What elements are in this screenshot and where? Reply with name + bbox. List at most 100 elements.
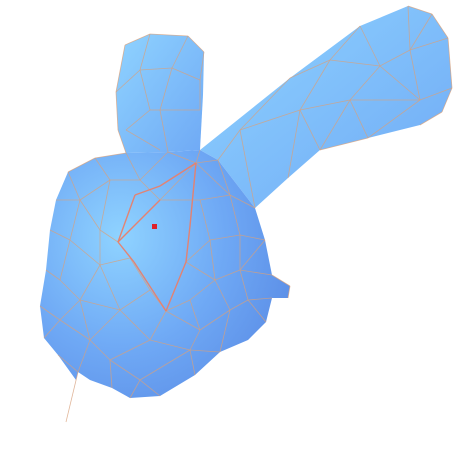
mesh-edge: [219, 309, 231, 353]
mesh-edge: [139, 69, 151, 111]
mesh-edge: [329, 25, 361, 61]
selected-edge: [117, 199, 161, 243]
mesh-edge: [271, 274, 291, 287]
mesh-edge: [187, 35, 205, 53]
mesh-edge: [125, 152, 141, 181]
mesh-edge: [185, 239, 211, 263]
mesh-edge: [109, 339, 151, 361]
mesh-edge: [65, 371, 79, 423]
mesh-edge: [199, 51, 205, 81]
mesh-edge: [69, 199, 81, 241]
mesh-edge: [319, 137, 369, 151]
mesh-edge: [289, 59, 331, 79]
mesh-edge: [217, 129, 241, 161]
mesh-edge: [115, 69, 141, 93]
mesh-edge: [119, 309, 151, 341]
mesh-surface: [40, 6, 452, 422]
mesh-edge: [229, 194, 256, 209]
mesh-edge: [214, 269, 241, 281]
mesh-edge: [125, 109, 151, 131]
mesh-edge: [119, 289, 151, 311]
mesh-edge: [349, 99, 369, 139]
mesh-edge: [79, 264, 101, 301]
mesh-edge: [117, 129, 127, 154]
mesh-edge: [409, 49, 421, 101]
selected-vertex-marker[interactable]: [152, 224, 157, 229]
mesh-edge: [167, 151, 197, 164]
mesh-edge: [59, 239, 71, 281]
mesh-edge: [94, 157, 111, 181]
mesh-edge: [99, 229, 119, 243]
mesh-edge: [149, 310, 167, 341]
mesh-edge: [89, 309, 121, 341]
mesh-edge: [209, 234, 241, 241]
mesh-edge: [139, 349, 191, 381]
mesh-edge: [99, 179, 111, 231]
mesh-edge: [57, 354, 79, 373]
mesh-edge: [299, 99, 351, 111]
selected-edge: [133, 261, 167, 312]
mesh-edge: [359, 25, 381, 67]
mesh-edge: [239, 239, 266, 271]
mesh-edge: [189, 329, 201, 351]
mesh-edge: [171, 35, 189, 69]
mesh-edge: [77, 339, 91, 373]
mesh-edge: [199, 309, 231, 331]
mesh-edge: [109, 359, 141, 381]
mesh-edge: [419, 87, 453, 101]
mesh-edge: [299, 109, 321, 151]
mesh-edge: [239, 269, 273, 276]
mesh-edge: [79, 179, 111, 201]
mesh-edge: [379, 49, 411, 67]
mesh-edge: [195, 159, 219, 164]
mesh-edge: [287, 285, 291, 299]
selected-edge: [189, 162, 197, 227]
mesh-edge: [214, 279, 231, 311]
mesh-edge: [447, 37, 453, 89]
mesh-edge: [239, 269, 249, 301]
mesh-edge: [367, 99, 421, 139]
mesh-edge: [139, 379, 161, 397]
mesh-edge: [69, 239, 101, 266]
mesh-edge: [59, 319, 91, 341]
mesh-edge: [239, 129, 256, 209]
mesh-edge: [239, 77, 291, 131]
mesh-edge: [115, 44, 126, 93]
mesh-edge: [195, 162, 231, 196]
mesh-edge: [39, 305, 61, 321]
mesh-edge: [171, 67, 201, 81]
mesh-edge: [287, 109, 301, 179]
mesh-edge: [189, 349, 221, 353]
mesh-edge: [189, 279, 216, 301]
mesh-edge: [189, 349, 196, 376]
mesh-edge: [319, 99, 351, 151]
mesh-edge: [199, 199, 211, 241]
mesh-edge: [49, 229, 71, 241]
mesh-edge: [239, 234, 266, 241]
mesh-edge: [59, 299, 81, 321]
mesh-edge: [299, 59, 331, 111]
selected-edge: [134, 185, 161, 196]
mesh-edge: [79, 199, 101, 231]
mesh-edge: [199, 194, 231, 201]
right-ear-surface: [200, 6, 452, 208]
mesh-edge: [239, 109, 301, 131]
mesh-edge: [67, 157, 96, 173]
mesh-edge: [149, 33, 189, 37]
mesh-edge: [195, 149, 201, 164]
mesh-edge: [217, 159, 231, 196]
selection-edge-loop: [117, 162, 197, 312]
mesh-edge: [209, 239, 216, 281]
selected-edge: [117, 194, 136, 243]
mesh-edge: [329, 59, 381, 67]
mesh-edge: [349, 65, 381, 101]
mesh-edge: [165, 299, 191, 312]
mesh-edge: [419, 111, 443, 126]
mesh-edge: [379, 65, 421, 101]
mesh-edge: [129, 379, 141, 399]
mesh-edge: [94, 152, 127, 159]
mesh-edge: [59, 279, 81, 301]
mesh-edge: [115, 91, 119, 131]
